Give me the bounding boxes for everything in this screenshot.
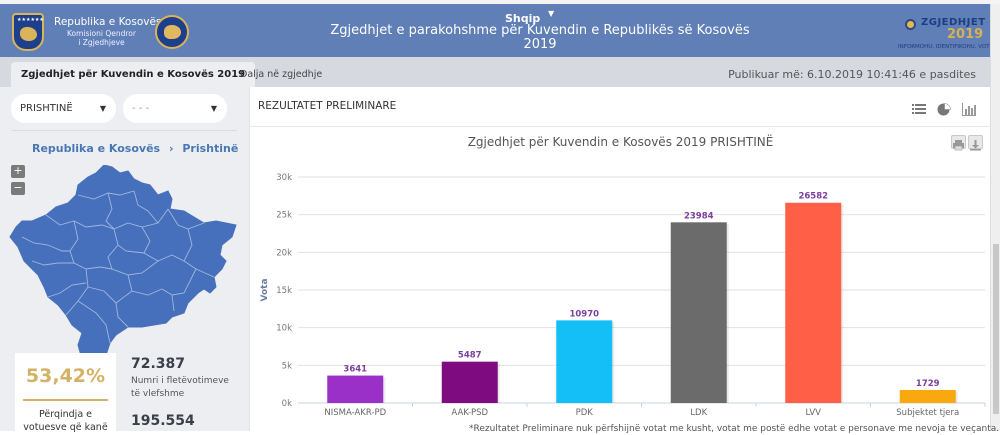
view-switcher <box>906 99 976 118</box>
bar-ldk[interactable] <box>670 222 727 403</box>
turnout-card: 53,42% Përqindja e votuesve që kanë <box>15 353 116 433</box>
results-panel: REZULTATET PRELIMINARE Zgjedhjet për Kuv… <box>249 87 999 434</box>
caret-down-icon: ▼ <box>210 104 217 113</box>
kosovo-coat-of-arms-icon: ★★★★★★ <box>12 13 44 51</box>
elections-2019-logo: ZGJEDHJET 2019 INFORMOHU. IDENTIFIKOHU. … <box>897 16 996 54</box>
tab-bar: Zgjedhjet për Kuvendin e Kosovës 2019 Da… <box>0 57 990 87</box>
chart-title: Zgjedhjet për Kuvendin e Kosovës 2019 PR… <box>467 135 774 149</box>
data-label: 1729 <box>916 379 940 389</box>
turnout-label: Përqindja e votuesve që kanë <box>15 408 116 434</box>
language-selector[interactable]: Shqip <box>505 12 541 25</box>
y-tick-label: 5k <box>282 361 292 371</box>
caret-down-icon: ▼ <box>99 104 106 113</box>
org-subtitle: Komisioni Qendror i Zgjedhjeve <box>54 29 149 47</box>
bar-chart: 0k 5k 10k 15k 20k 25k 30k Vota 3641 NISMA-AKR-PD 5… <box>250 165 991 431</box>
footnote: *Rezultatet Preliminare nuk përfshijnë v… <box>469 424 1000 434</box>
org-name: Republika e Kosovës <box>54 16 162 28</box>
bar-lvv[interactable] <box>785 202 842 403</box>
breadcrumb: Republika e Kosovës › Prishtinë <box>32 142 238 155</box>
scrollbar-thumb[interactable] <box>993 244 999 414</box>
sidebar-divider <box>12 130 237 131</box>
x-tick-label: NISMA-AKR-PD <box>324 408 386 418</box>
x-tick-label: Subjektet tjera <box>896 408 959 418</box>
y-axis-label: Vota <box>260 278 270 301</box>
x-tick-label: LDK <box>690 408 707 418</box>
brand-word: ZGJEDHJET <box>921 17 986 28</box>
x-tick-label: LVV <box>806 408 822 418</box>
polling-station-select-value: - - - <box>132 103 150 114</box>
bar-aak-psd[interactable] <box>441 361 498 403</box>
page-scrollbar[interactable] <box>990 4 1000 431</box>
y-tick-label: 15k <box>276 286 292 296</box>
valid-ballots-count: 72.387 <box>131 356 186 372</box>
org-subtitle-line1: Komisioni Qendror <box>67 29 136 38</box>
turnout-label-line1: Përqindja e <box>38 409 93 420</box>
y-tick-label: 0k <box>282 399 292 409</box>
brand-icon <box>905 19 916 30</box>
valid-ballots-label-line2: të vlefshme <box>131 389 185 399</box>
print-button[interactable] <box>951 135 966 151</box>
municipality-select-value: PRISHTINË <box>20 103 73 114</box>
kqz-logo-icon[interactable] <box>155 15 189 49</box>
panel-divider <box>250 126 991 127</box>
print-icon <box>953 140 964 151</box>
x-tick-label: AAK-PSD <box>451 408 488 418</box>
page-title-line2: 2019 <box>523 37 557 52</box>
y-tick-label: 25k <box>276 211 292 221</box>
browser-top-strip <box>0 0 1000 4</box>
data-label: 5487 <box>458 351 482 361</box>
pie-chart-icon[interactable] <box>937 103 951 116</box>
data-label: 23984 <box>684 211 714 221</box>
kosovo-map[interactable] <box>8 164 240 365</box>
valid-ballots-label: Numri i fletëvotimeve të vlefshme <box>131 375 241 401</box>
breadcrumb-separator-icon: › <box>168 142 174 155</box>
breadcrumb-root[interactable]: Republika e Kosovës <box>32 142 161 155</box>
bar-chart-icon[interactable] <box>962 103 976 116</box>
list-icon[interactable] <box>911 103 926 116</box>
y-tick-label: 30k <box>276 173 292 183</box>
turnout-label-line2: votuesve që kanë <box>23 422 108 433</box>
bar-nisma-akr-pd[interactable] <box>327 375 384 403</box>
registered-voters-count: 195.554 <box>131 413 195 429</box>
panel-title: REZULTATET PRELIMINARE <box>258 100 397 112</box>
data-label: 10970 <box>569 309 599 319</box>
valid-ballots-label-line1: Numri i fletëvotimeve <box>131 376 229 386</box>
data-label: 26582 <box>798 192 828 202</box>
turnout-underline <box>23 399 108 401</box>
bar-pdk[interactable] <box>556 320 613 403</box>
brand-year: 2019 <box>947 27 984 42</box>
caret-down-icon[interactable]: ▼ <box>548 9 555 18</box>
y-tick-label: 20k <box>276 248 292 258</box>
sidebar: PRISHTINË ▼ - - - ▼ Republika e Kosovës … <box>0 87 249 433</box>
x-tick-label: PDK <box>576 408 594 418</box>
data-label: 3641 <box>343 365 367 375</box>
bar-subjektet-tjera[interactable] <box>899 389 956 403</box>
published-timestamp: Publikuar më: 6.10.2019 10:41:46 e pasdi… <box>728 68 976 81</box>
page-title: Zgjedhjet e parakohshme për Kuvendin e R… <box>330 24 750 52</box>
map-zoom-out-button[interactable]: − <box>11 182 25 195</box>
breadcrumb-current: Prishtinë <box>182 142 239 155</box>
tab-turnout[interactable]: Dalja në zgjedhje <box>240 69 323 80</box>
polling-station-select[interactable]: - - - ▼ <box>123 94 227 123</box>
brand-tagline: INFORMOHU. IDENTIFIKOHU. VOTO! <box>898 44 997 50</box>
stars-icon: ★★★★★★ <box>17 17 44 23</box>
site-header: ★★★★★★ Republika e Kosovës Komisioni Qen… <box>0 4 996 57</box>
y-tick-label: 10k <box>276 324 292 334</box>
download-button[interactable] <box>968 135 983 151</box>
download-icon <box>970 140 981 151</box>
map-zoom-in-button[interactable]: + <box>11 165 25 178</box>
tab-parliament-elections[interactable]: Zgjedhjet për Kuvendin e Kosovës 2019 <box>11 62 256 87</box>
municipality-select[interactable]: PRISHTINË ▼ <box>11 94 116 123</box>
page-title-line1: Zgjedhjet e parakohshme për Kuvendin e R… <box>330 23 750 38</box>
org-subtitle-line2: i Zgjedhjeve <box>78 38 125 47</box>
turnout-percentage: 53,42% <box>25 365 106 387</box>
